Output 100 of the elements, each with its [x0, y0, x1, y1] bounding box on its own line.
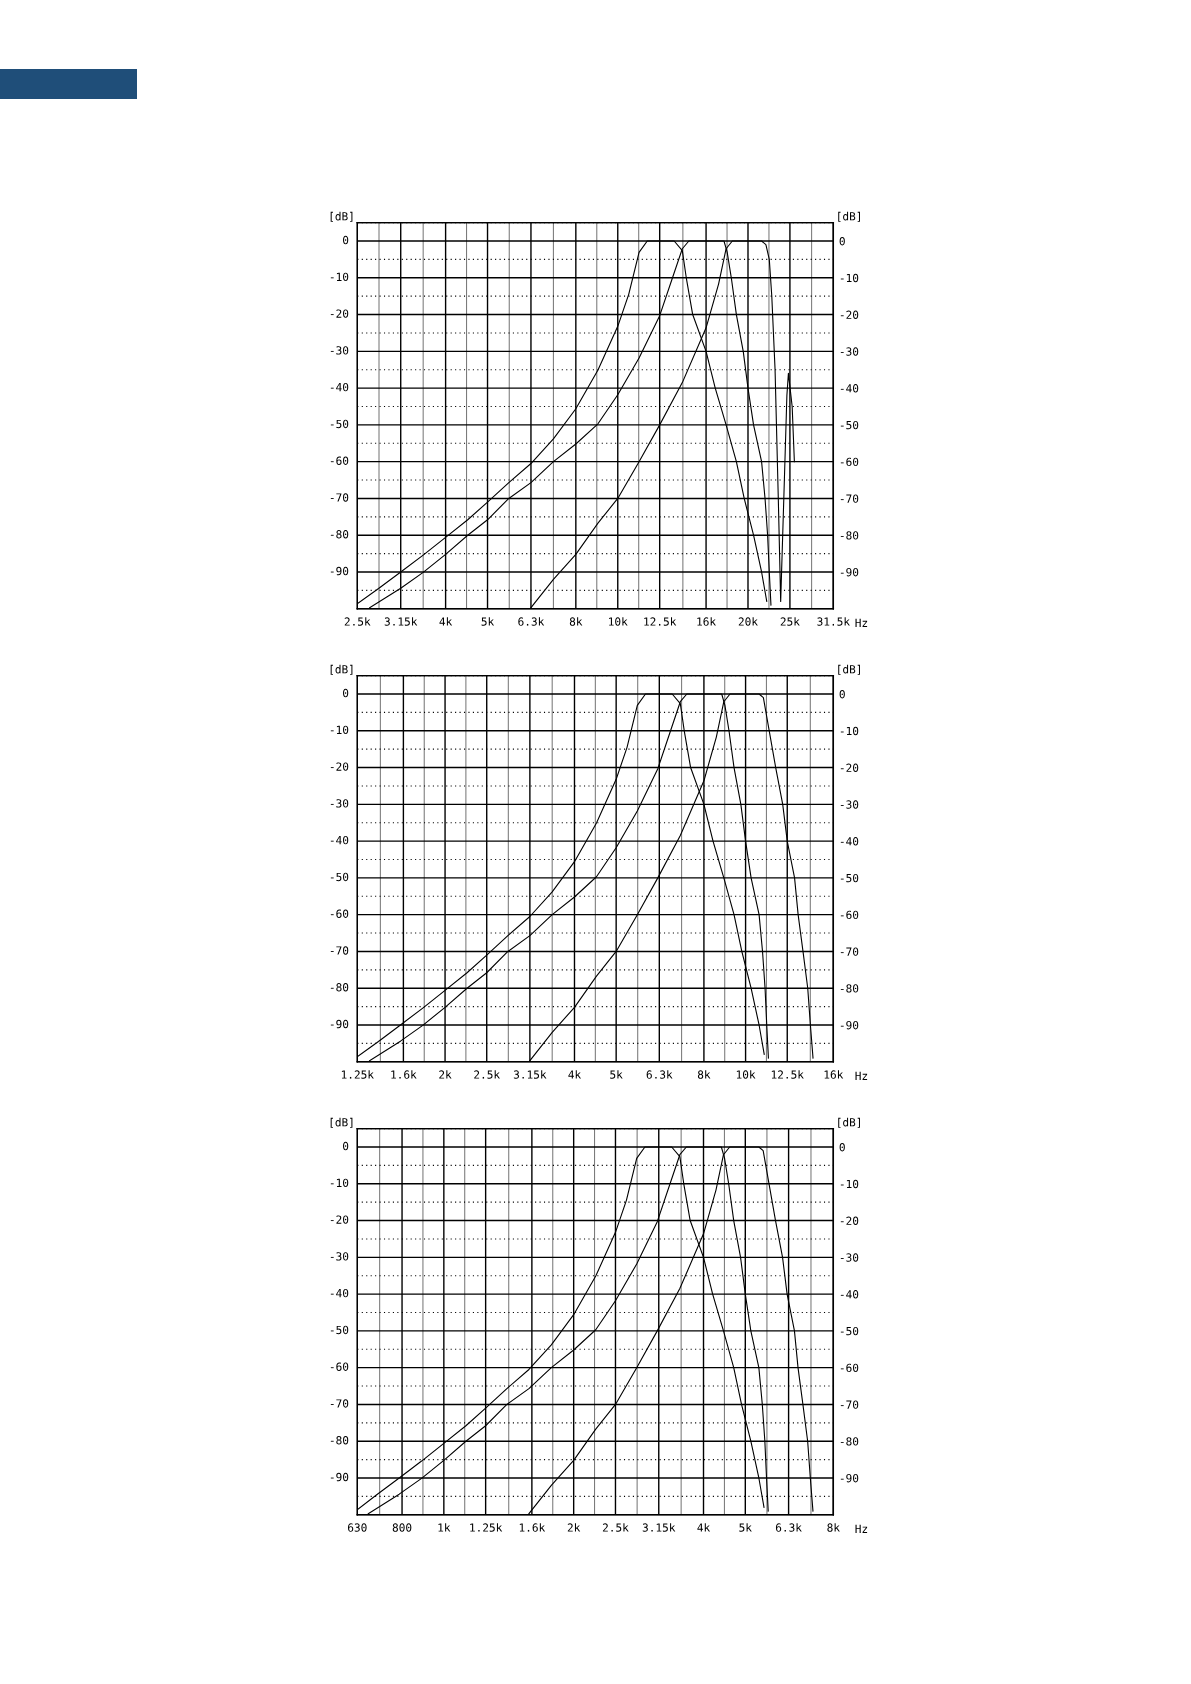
x-tick-label: 12.5k — [644, 617, 677, 626]
y2-tick-label: -60 — [840, 910, 859, 920]
y-tick-label: -80 — [330, 983, 349, 992]
y2-tick-label: -10 — [840, 726, 859, 736]
x-tick-label: 31.5k — [817, 617, 850, 626]
y-tick-label: -60 — [330, 909, 349, 918]
x-tick-label: 6.3k — [775, 1523, 802, 1532]
y-tick-label: -10 — [330, 725, 349, 735]
x-tick-label: 3.15k — [384, 617, 418, 626]
y2-tick-label: 0 — [839, 237, 845, 246]
y-tick-label: -40 — [330, 1288, 349, 1298]
x-tick-label: 1.25k — [341, 1070, 374, 1079]
y2-tick-label: -30 — [840, 1253, 859, 1262]
y-tick-label: -50 — [330, 872, 349, 882]
y2-axis-title: [dB] — [838, 211, 860, 222]
y2-tick-label: -80 — [840, 984, 859, 993]
x-tick-label: 1.6k — [391, 1070, 417, 1079]
x-tick-label: 3.15k — [513, 1070, 547, 1079]
y2-tick-label: -50 — [840, 1326, 859, 1336]
y2-tick-label: -40 — [840, 384, 859, 393]
y-tick-label: -20 — [330, 309, 349, 318]
x-tick-label: 2.5k — [344, 617, 371, 626]
y-tick-label: -80 — [330, 1436, 349, 1445]
y2-axis-title: [dB] — [838, 664, 860, 675]
x-tick-label: 12.5k — [771, 1070, 804, 1079]
x-tick-label: 1.25k — [470, 1523, 503, 1532]
x-tick-label: 10k — [609, 617, 628, 626]
y2-tick-label: -50 — [840, 873, 859, 883]
y-tick-label: -90 — [330, 1472, 349, 1482]
y-tick-label: -70 — [330, 946, 349, 955]
x-tick-label: 6.3k — [646, 1070, 673, 1079]
y-tick-label: 0 — [343, 1141, 349, 1151]
y-tick-label: 0 — [343, 688, 349, 698]
x-tick-label: 2k — [567, 1523, 581, 1532]
x-tick-label: 2k — [439, 1070, 452, 1079]
y-tick-label: -90 — [330, 1019, 349, 1029]
y-tick-label: -60 — [330, 1362, 349, 1371]
y2-tick-label: 0 — [839, 690, 845, 699]
x-tick-label: 5k — [739, 1523, 752, 1532]
y2-tick-label: -70 — [840, 494, 859, 503]
y2-tick-label: -60 — [840, 457, 859, 467]
x-tick-label: 1k — [438, 1523, 451, 1532]
y2-tick-label: -70 — [840, 1400, 859, 1409]
y2-tick-label: -80 — [840, 1437, 859, 1446]
x-tick-label: 16k — [824, 1070, 844, 1079]
x-tick-label: 3.15k — [642, 1523, 676, 1532]
x-tick-label: 800 — [392, 1523, 412, 1532]
y-tick-label: -90 — [330, 566, 349, 576]
x-tick-label: 2.5k — [474, 1070, 500, 1079]
x-tick-label: 16k — [697, 617, 716, 626]
x-tick-label: 8k — [569, 617, 583, 626]
y-tick-label: -80 — [330, 530, 349, 539]
y2-tick-label: -90 — [840, 1473, 859, 1483]
y2-tick-label: -20 — [840, 1216, 859, 1225]
x-tick-label: 4k — [568, 1070, 582, 1079]
x-tick-label: 8k — [827, 1523, 840, 1532]
x-tick-label: 2.5k — [602, 1523, 629, 1532]
y-tick-label: 0 — [343, 235, 349, 245]
y2-tick-label: 0 — [839, 1143, 845, 1152]
y2-tick-label: -30 — [840, 347, 859, 356]
y2-tick-label: -10 — [840, 1179, 859, 1189]
y-tick-label: -30 — [330, 1252, 349, 1261]
y2-tick-label: -20 — [840, 763, 859, 772]
y2-tick-label: -90 — [840, 1020, 859, 1030]
y2-tick-label: -20 — [840, 310, 859, 319]
x-tick-label: 630 — [347, 1523, 367, 1532]
y2-tick-label: -50 — [840, 420, 859, 430]
y-tick-label: -70 — [330, 493, 349, 502]
y2-tick-label: -60 — [840, 1363, 859, 1373]
y-axis-title: [dB] — [330, 664, 353, 675]
y2-tick-label: -90 — [840, 567, 859, 577]
x-tick-label: 4k — [439, 617, 453, 626]
y2-tick-label: -70 — [840, 947, 859, 956]
y-tick-label: -60 — [330, 456, 349, 465]
x-axis-title: Hz — [855, 1071, 868, 1080]
y-tick-label: -40 — [330, 382, 349, 392]
x-tick-label: 20k — [738, 617, 758, 626]
x-tick-label: 8k — [697, 1070, 711, 1079]
y-tick-label: -40 — [330, 835, 349, 845]
y-tick-label: -20 — [330, 1215, 349, 1224]
x-tick-label: 5k — [610, 1070, 623, 1079]
y2-tick-label: -40 — [840, 837, 859, 846]
y-tick-label: -30 — [330, 799, 349, 808]
y2-tick-label: -30 — [840, 800, 859, 809]
y-tick-label: -10 — [330, 1178, 349, 1188]
y-axis-title: [dB] — [330, 211, 353, 222]
x-tick-label: 5k — [481, 617, 495, 626]
x-tick-label: 6.3k — [518, 617, 545, 626]
x-axis-title: Hz — [855, 1524, 868, 1533]
y-tick-label: -20 — [330, 762, 349, 771]
x-tick-label: 4k — [697, 1523, 711, 1532]
x-tick-label: 10k — [736, 1070, 756, 1079]
y-tick-label: -10 — [330, 272, 349, 282]
y-axis-title: [dB] — [330, 1117, 353, 1128]
y2-tick-label: -80 — [840, 531, 859, 540]
x-axis-title: Hz — [855, 618, 868, 627]
x-tick-label: 25k — [780, 617, 800, 626]
y-tick-label: -50 — [330, 1325, 349, 1335]
y-tick-label: -30 — [330, 346, 349, 355]
y-tick-label: -70 — [330, 1399, 349, 1408]
